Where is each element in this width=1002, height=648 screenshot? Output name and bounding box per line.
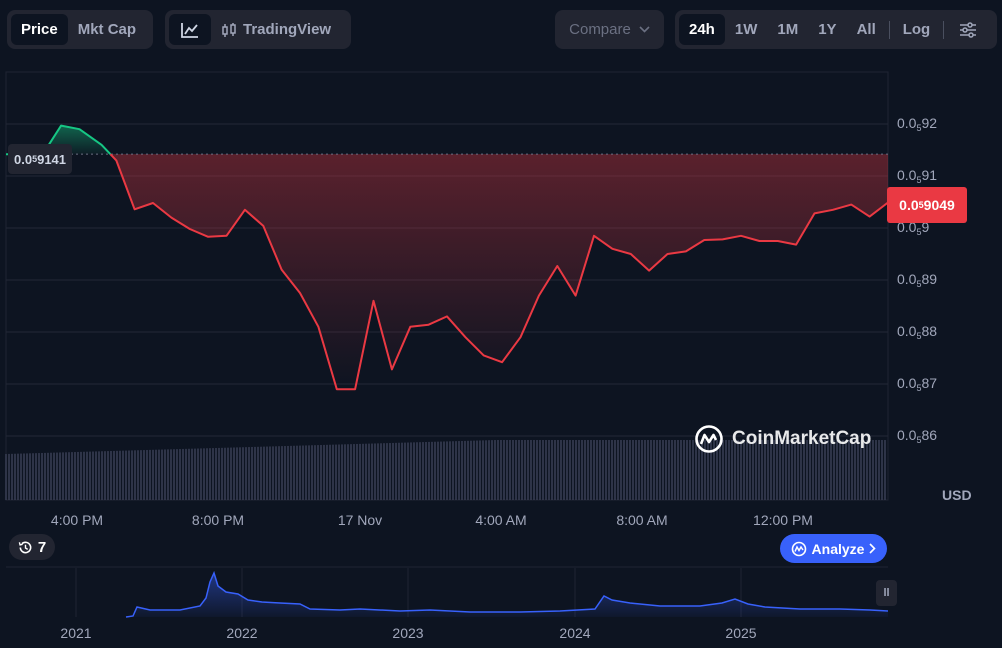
compare-label: Compare xyxy=(569,21,631,38)
chevron-down-icon xyxy=(639,26,650,33)
tradingview-button[interactable]: TradingView xyxy=(211,14,341,45)
range-1y[interactable]: 1Y xyxy=(818,21,837,38)
tradingview-label: TradingView xyxy=(243,21,332,38)
x-tick-label: 8:00 AM xyxy=(616,512,668,528)
y-tick-label: 0.0589 xyxy=(897,271,938,289)
history-badge[interactable]: 7 xyxy=(9,534,55,560)
y-tick-label: 0.0587 xyxy=(897,375,938,393)
currency-label: USD xyxy=(942,487,972,503)
range-24h[interactable]: 24h xyxy=(679,14,725,45)
toolbar-divider xyxy=(888,20,890,39)
metric-toggle: Price Mkt Cap xyxy=(7,10,153,49)
history-icon xyxy=(18,541,32,553)
range-1w[interactable]: 1W xyxy=(734,21,758,38)
open-price-tag: 0.0 5 9141 xyxy=(8,144,73,174)
x-tick-label: 4:00 PM xyxy=(50,512,104,528)
range-1m[interactable]: 1M xyxy=(777,21,799,38)
brush-year-label: 2022 xyxy=(226,625,258,641)
brush-year-label: 2021 xyxy=(60,625,92,641)
current-price-tag: 0.0 5 9049 xyxy=(887,187,967,223)
brush-handle[interactable]: ll xyxy=(876,580,897,606)
chevron-right-icon xyxy=(869,543,877,554)
brush-line xyxy=(125,570,889,618)
sliders-icon xyxy=(960,21,977,38)
range-all[interactable]: All xyxy=(856,21,876,38)
coinmarketcap-logo-icon xyxy=(695,425,723,453)
brush-year-label: 2025 xyxy=(725,625,757,641)
coinmarketcap-watermark: CoinMarketCap xyxy=(694,424,871,454)
candlestick-icon xyxy=(222,22,236,37)
line-chart-button[interactable] xyxy=(169,14,211,45)
compare-button[interactable]: Compare xyxy=(559,14,660,45)
volume-bars xyxy=(5,440,886,500)
brush-year-label: 2024 xyxy=(559,625,591,641)
settings-button[interactable] xyxy=(947,14,989,45)
y-tick-label: 0.0588 xyxy=(897,323,938,341)
x-tick-label: 12:00 PM xyxy=(753,512,813,528)
compare-dropdown[interactable]: Compare xyxy=(555,10,664,49)
price-area-down xyxy=(110,154,888,390)
x-tick-label: 4:00 AM xyxy=(475,512,527,528)
y-tick-label: 0.059 xyxy=(897,219,930,237)
brush-year-label: 2023 xyxy=(392,625,424,641)
analyze-label: Analyze xyxy=(811,540,865,557)
y-tick-label: 0.0586 xyxy=(897,427,938,445)
brush-navigator xyxy=(6,566,889,618)
analyze-button[interactable]: Analyze xyxy=(780,534,887,563)
price-tab[interactable]: Price xyxy=(11,14,68,45)
y-tick-label: 0.0591 xyxy=(897,167,938,185)
x-tick-label: 17 Nov xyxy=(337,512,383,528)
toolbar-divider xyxy=(943,20,945,39)
chart-type-toggle: TradingView xyxy=(165,10,351,49)
y-tick-label: 0.0592 xyxy=(897,115,938,133)
price-line-down xyxy=(109,153,889,391)
mktcap-tab[interactable]: Mkt Cap xyxy=(77,21,137,38)
line-chart-icon xyxy=(181,22,198,38)
cmc-ai-icon xyxy=(791,541,806,556)
history-count: 7 xyxy=(37,538,47,556)
x-tick-label: 8:00 PM xyxy=(191,512,245,528)
log-scale-button[interactable]: Log xyxy=(902,21,931,38)
range-toggle: 24h 1W 1M 1Y All Log xyxy=(675,10,997,49)
